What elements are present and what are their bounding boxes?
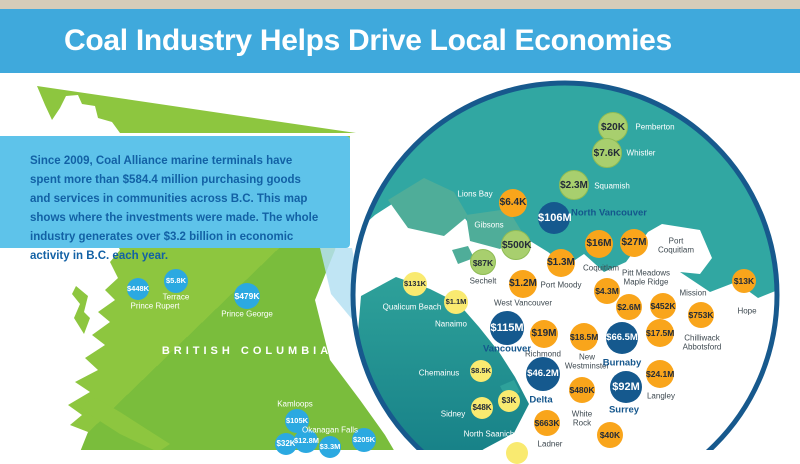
- bubble-prince-rupert: $448K: [127, 278, 149, 300]
- bubble--452k: $452K: [650, 293, 676, 319]
- bubble-okanagan-falls: $3.3M: [319, 436, 341, 458]
- bubble-vancouver: $115M: [490, 311, 524, 345]
- bubble-delta: $46.2M: [526, 357, 560, 391]
- zoom-circle: [350, 80, 780, 450]
- circle-border: [350, 80, 780, 450]
- vancouver-island-small-shape: [78, 398, 170, 450]
- bubble-langley: $24.1M: [646, 360, 674, 388]
- bubble-squamish: $2.3M: [559, 170, 589, 200]
- bubble-lions-bay: $6.4K: [499, 189, 527, 217]
- bubble-chemainus: $8.5K: [470, 360, 492, 382]
- page-title: Coal Industry Helps Drive Local Economie…: [64, 24, 672, 57]
- bubble-port-moody: $1.3M: [547, 249, 575, 277]
- bubble-port-coquitlam: $27M: [620, 229, 648, 257]
- bubble-hope: $13K: [732, 269, 756, 293]
- bubble-nanaimo: $1.1M: [444, 290, 468, 314]
- bubble-pitt-meadows-maple-ridge: $4.3M: [594, 278, 620, 304]
- bubble-white-rock: $480K: [569, 377, 595, 403]
- sechelt-peninsula-shape: [388, 178, 468, 236]
- bubble-sechelt: $87K: [470, 249, 496, 275]
- bubble--40k: $40K: [597, 422, 623, 448]
- info-text: Since 2009, Coal Alliance marine termina…: [30, 155, 319, 262]
- bubble-new-westminster: $18.5M: [570, 323, 598, 351]
- bubble-richmond: $19M: [530, 320, 558, 348]
- vancouver-island-shape: [358, 277, 529, 450]
- bubble-gibsons: $500K: [501, 230, 531, 260]
- bc-north-shape: [37, 86, 356, 133]
- bubble--2.6m: $2.6M: [616, 294, 642, 320]
- bubble-surrey: $92M: [610, 371, 642, 403]
- info-box: Since 2009, Coal Alliance marine termina…: [0, 136, 350, 262]
- bubble-north-vancouver: $106M: [538, 202, 572, 234]
- bubble-mission: $753K: [688, 302, 714, 328]
- howe-island-shape: [452, 246, 474, 264]
- bubble-terrace: $5.8K: [164, 269, 188, 293]
- top-strip: [0, 0, 800, 9]
- bubble-prince-george: $479K: [234, 283, 260, 309]
- bubble-burnaby: $66.5M: [606, 322, 638, 354]
- bubble-blank: [506, 442, 528, 464]
- bubble-ladner: $663K: [534, 410, 560, 436]
- haida-gwaii-shape: [72, 286, 90, 334]
- bubble--205k: $205K: [352, 428, 376, 452]
- bubble--3k: $3K: [498, 390, 520, 412]
- bubble-sidney: $48K: [471, 397, 493, 419]
- bubble--12.8m: $12.8M: [294, 429, 319, 453]
- title-bar: Coal Industry Helps Drive Local Economie…: [0, 9, 800, 73]
- region-label-british-columbia: BRITISH COLUMBIA: [161, 345, 333, 357]
- bubble-chilliwack-abbotsford: $17.5M: [646, 319, 674, 347]
- bubble-west-vancouver: $1.2M: [509, 270, 537, 298]
- bubble-coquitlam: $16M: [585, 230, 613, 258]
- bubble-whistler: $7.6K: [592, 138, 622, 168]
- bubble-qualicum-beach: $131K: [403, 272, 427, 296]
